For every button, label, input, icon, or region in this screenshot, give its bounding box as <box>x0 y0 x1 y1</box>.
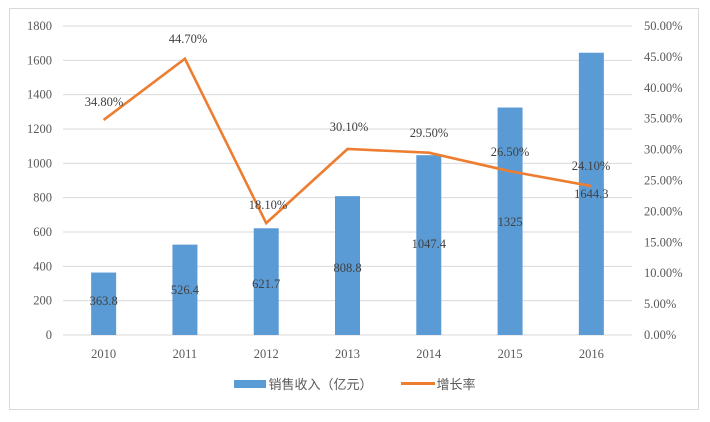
legend-label-sales: 销售收入（亿元） <box>268 378 373 393</box>
bar <box>91 272 117 335</box>
bar <box>497 107 523 336</box>
y2-axis-tick-label: 50.00% <box>644 19 683 33</box>
line-data-label: 24.10% <box>572 159 611 173</box>
line-data-label: 30.10% <box>330 120 369 134</box>
bar <box>335 196 360 335</box>
bar-data-label: 363.8 <box>90 294 118 308</box>
bar-data-label: 1325 <box>498 215 523 229</box>
x-axis-tick-label: 2016 <box>579 347 604 361</box>
legend-label-growth: 增长率 <box>436 378 476 393</box>
x-axis-tick-label: 2014 <box>416 347 442 361</box>
y2-axis-tick-label: 10.00% <box>644 266 683 280</box>
y2-axis-tick-label: 30.00% <box>644 143 683 157</box>
line-data-label: 18.10% <box>249 198 288 212</box>
line-data-label: 26.50% <box>491 145 530 159</box>
bar-data-label: 621.7 <box>252 277 280 291</box>
bar-data-label: 1047.4 <box>412 237 447 251</box>
line-data-label: 34.80% <box>85 95 124 109</box>
legend-line-swatch-icon <box>400 382 435 385</box>
y2-axis-tick-label: 45.00% <box>644 50 683 64</box>
x-axis-tick-label: 2012 <box>254 347 279 361</box>
y-axis-tick-label: 400 <box>33 259 52 273</box>
y2-axis-tick-label: 40.00% <box>644 81 683 95</box>
y2-axis-tick-label: 35.00% <box>644 112 683 126</box>
y-axis-tick-label: 200 <box>33 294 52 308</box>
bar <box>578 52 604 335</box>
x-axis-tick-label: 2015 <box>498 347 523 361</box>
line-data-label: 44.70% <box>169 32 208 46</box>
bar <box>253 228 279 335</box>
legend-item-sales: 销售收入（亿元） <box>234 374 373 393</box>
y-axis-tick-label: 1000 <box>27 156 52 170</box>
y-axis-tick-label: 0 <box>46 328 52 342</box>
x-axis-tick-label: 2013 <box>335 347 360 361</box>
y-axis-tick-label: 1800 <box>27 19 52 33</box>
y2-axis-tick-label: 0.00% <box>644 328 676 342</box>
legend-item-growth: 增长率 <box>400 374 476 393</box>
x-axis-tick-label: 2011 <box>173 347 198 361</box>
y-axis-tick-label: 600 <box>33 225 52 239</box>
x-axis-tick-label: 2010 <box>91 347 116 361</box>
legend: 销售收入（亿元） 增长率 <box>0 374 710 393</box>
y-axis-tick-label: 1600 <box>27 53 52 67</box>
line-data-label: 29.50% <box>410 126 449 140</box>
bar-data-label: 808.8 <box>333 261 361 275</box>
bar <box>172 244 198 335</box>
legend-bar-swatch-icon <box>234 379 267 388</box>
y2-axis-tick-label: 5.00% <box>644 297 676 311</box>
bar-data-label: 526.4 <box>171 283 200 297</box>
y2-axis-tick-label: 25.00% <box>644 174 683 188</box>
y-axis-tick-label: 1400 <box>27 88 52 102</box>
y-axis-tick-label: 1200 <box>27 122 52 136</box>
y2-axis-tick-label: 20.00% <box>644 204 683 218</box>
bar-data-label: 1644.3 <box>574 187 608 201</box>
y2-axis-tick-label: 15.00% <box>644 235 683 249</box>
growth-line <box>102 56 592 226</box>
y-axis-tick-label: 800 <box>33 191 52 205</box>
bar <box>416 155 442 335</box>
